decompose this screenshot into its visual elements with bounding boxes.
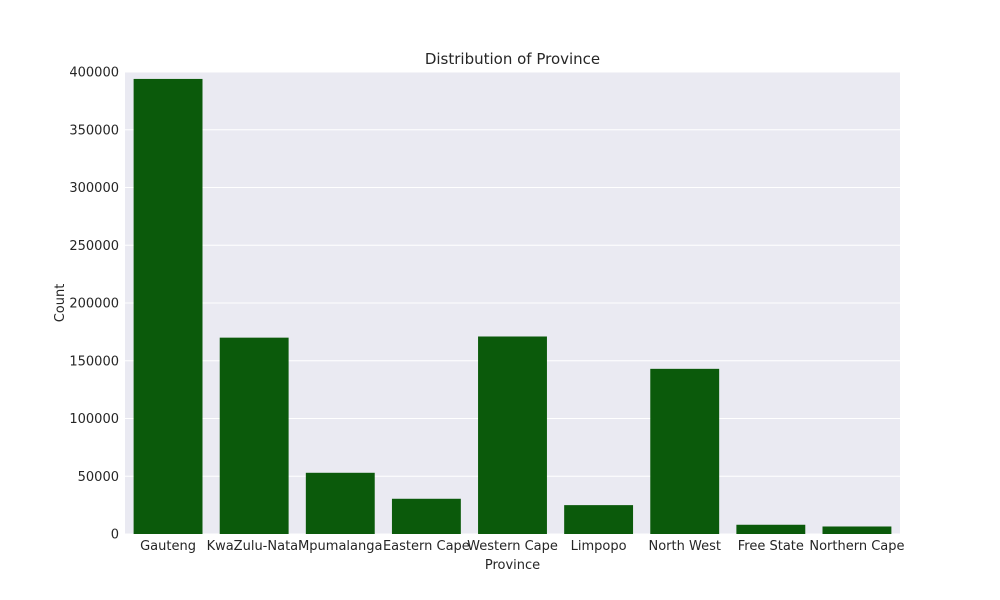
bar-limpopo	[564, 505, 634, 534]
bar-western-cape	[478, 336, 547, 534]
y-tick-label: 200000	[69, 297, 119, 312]
y-axis-label: Count	[53, 284, 68, 323]
y-tick-label: 400000	[69, 66, 119, 81]
y-tick-label: 50000	[78, 470, 119, 485]
bar-gauteng	[133, 78, 203, 535]
x-tick-label: Gauteng	[140, 539, 196, 554]
x-tick-label: North West	[648, 539, 720, 554]
x-tick-label: Western Cape	[467, 539, 558, 554]
x-tick-label: Free State	[738, 539, 804, 554]
x-tick-label: Northern Cape	[809, 539, 904, 554]
y-tick-label: 0	[111, 528, 119, 543]
bar-eastern-cape	[391, 498, 461, 534]
chart-title: Distribution of Province	[425, 50, 600, 68]
x-tick-label: KwaZulu-Natal	[207, 539, 302, 554]
bar-northern-cape	[822, 526, 892, 534]
y-tick-label: 300000	[69, 181, 119, 196]
bar-north-west	[650, 368, 720, 534]
bar-free-state	[736, 524, 806, 534]
x-tick-label: Mpumalanga	[298, 539, 382, 554]
y-tick-label: 150000	[69, 354, 119, 369]
bars	[133, 78, 892, 535]
y-tick-label: 350000	[69, 123, 119, 138]
y-tick-label: 250000	[69, 239, 119, 254]
bar-mpumalanga	[305, 472, 375, 534]
bar-kwazulu-natal	[219, 337, 289, 534]
x-tick-label: Eastern Cape	[383, 539, 470, 554]
x-tick-label: Limpopo	[571, 539, 627, 554]
y-tick-labels: 0 50000 100000 150000 200000 250000 300000 3500…	[69, 66, 119, 543]
y-tick-label: 100000	[69, 412, 119, 427]
x-axis-label: Province	[485, 558, 540, 573]
